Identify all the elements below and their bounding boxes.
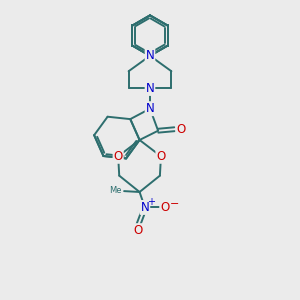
Text: N: N [140,201,149,214]
Text: O: O [176,123,186,136]
Text: Me: Me [109,186,122,195]
Text: O: O [156,150,166,163]
Text: −: − [170,199,179,209]
Text: O: O [133,224,142,237]
Text: N: N [146,102,154,115]
Text: +: + [147,196,155,206]
Text: N: N [146,49,154,62]
Text: O: O [113,150,123,163]
Text: O: O [160,201,170,214]
Text: N: N [146,82,154,95]
